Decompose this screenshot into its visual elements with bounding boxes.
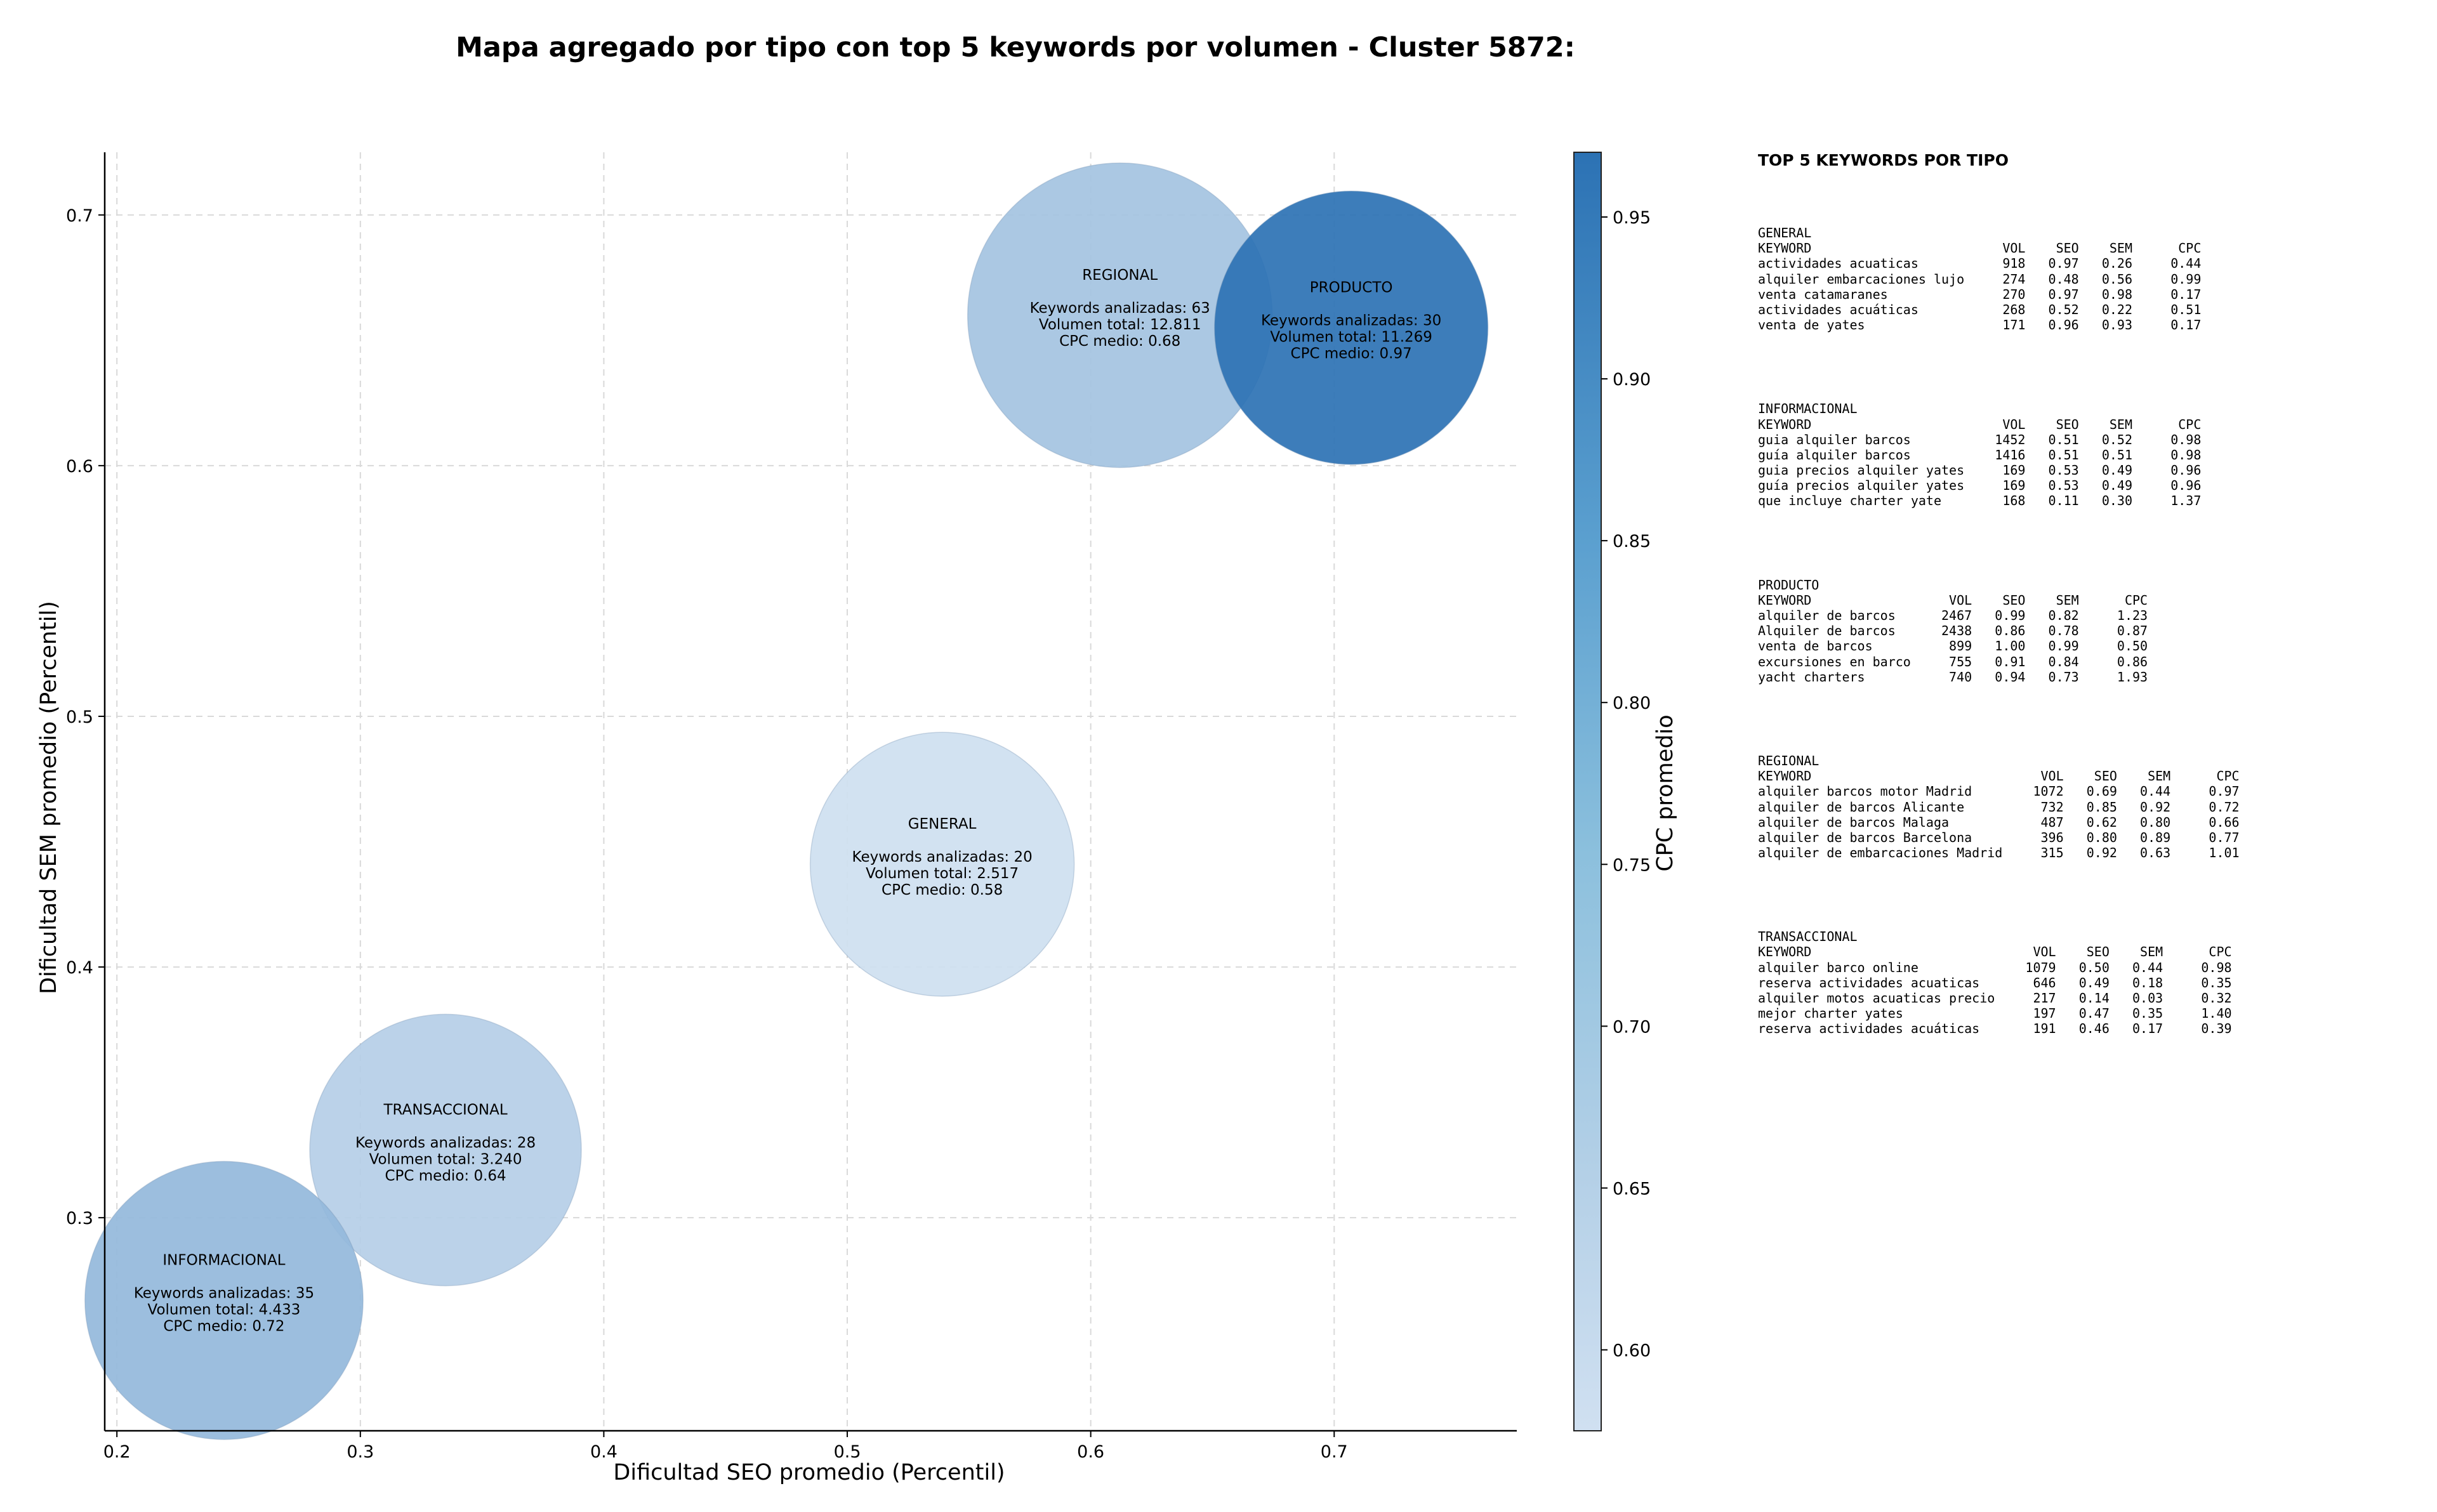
- keyword-block-type: INFORMACIONAL: [1758, 401, 1858, 417]
- keyword-row: actividades acuáticas 268 0.52 0.22 0.51: [1758, 301, 2202, 317]
- colorbar-tick-label: 0.90: [1613, 370, 1651, 390]
- bubble-producto: [1213, 190, 1489, 465]
- bubble-stat-transaccional: Keywords analizadas: 28: [355, 1134, 536, 1151]
- colorbar-tick-label: 0.95: [1613, 208, 1651, 228]
- keyword-row: guía alquiler barcos 1416 0.51 0.51 0.98: [1758, 447, 2202, 463]
- x-tick-label: 0.5: [834, 1442, 861, 1462]
- y-tick-label: 0.7: [66, 206, 93, 226]
- bubble-stat-regional: Keywords analizadas: 63: [1030, 300, 1210, 317]
- colorbar-tick-label: 0.70: [1613, 1017, 1651, 1037]
- keyword-block-type: GENERAL: [1758, 225, 1812, 240]
- keyword-block-type: TRANSACCIONAL: [1758, 929, 1858, 945]
- keyword-row: guia precios alquiler yates 169 0.53 0.4…: [1758, 463, 2202, 478]
- bubble-stat-general: CPC medio: 0.58: [882, 882, 1003, 898]
- colorbar-ticks: 0.60 0.65 0.70 0.75 0.80 0.85 0.90 0.95: [1601, 208, 1651, 1360]
- top5-heading: TOP 5 KEYWORDS POR TIPO: [1758, 151, 2009, 169]
- colorbar-tick-label: 0.85: [1613, 532, 1651, 551]
- bubble-title-regional: REGIONAL: [1082, 267, 1158, 284]
- keyword-row: alquiler de barcos Alicante 732 0.85 0.9…: [1758, 799, 2240, 815]
- keyword-row: venta de yates 171 0.96 0.93 0.17: [1758, 317, 2202, 333]
- y-axis-label: Dificultad SEM promedio (Percentil): [36, 601, 62, 994]
- keyword-row: que incluye charter yate 168 0.11 0.30 1…: [1758, 493, 2202, 509]
- x-tick-label: 0.3: [347, 1442, 374, 1462]
- keyword-row: excursiones en barco 755 0.91 0.84 0.86: [1758, 654, 2148, 669]
- bubble-stat-general: Keywords analizadas: 20: [852, 849, 1033, 865]
- y-tick-label: 0.5: [66, 707, 93, 727]
- bubble-title-transaccional: TRANSACCIONAL: [383, 1101, 507, 1118]
- bubble-title-informacional: INFORMACIONAL: [162, 1252, 285, 1269]
- y-ticks: 0.3 0.4 0.5 0.6 0.7: [66, 206, 105, 1228]
- x-tick-label: 0.4: [590, 1442, 618, 1462]
- x-axis-label: Dificultad SEO promedio (Percentil): [613, 1460, 1005, 1485]
- keyword-block: PRODUCTO KEYWORD VOL SEO SEM CPC alquiler …: [1758, 577, 2418, 685]
- bubble-stat-transaccional: CPC medio: 0.64: [385, 1167, 506, 1184]
- chart-title: Mapa agregado por tipo con top 5 keyword…: [456, 32, 1575, 63]
- keyword-row: actividades acuaticas 918 0.97 0.26 0.44: [1758, 256, 2202, 272]
- keyword-block: REGIONAL KEYWORD VOL SEO SEM CPC alquiler …: [1758, 753, 2418, 860]
- keyword-row: alquiler barcos motor Madrid 1072 0.69 0…: [1758, 784, 2240, 799]
- keyword-row: alquiler de barcos Malaga 487 0.62 0.80 …: [1758, 814, 2240, 830]
- colorbar-gradient: [1573, 152, 1602, 1431]
- y-tick-label: 0.6: [66, 457, 93, 477]
- bubbles: [84, 162, 1489, 1440]
- keyword-row: venta de barcos 899 1.00 0.99 0.50: [1758, 638, 2148, 654]
- x-ticks: 0.2 0.3 0.4 0.5 0.6 0.7: [103, 1431, 1348, 1462]
- bubble-title-general: GENERAL: [908, 816, 977, 832]
- x-tick-label: 0.6: [1077, 1442, 1104, 1462]
- bubble-stat-informacional: Volumen total: 4.433: [148, 1302, 301, 1318]
- top5-keywords-panel: TOP 5 KEYWORDS POR TIPO GENERAL KEYWORD V…: [1758, 151, 2418, 1105]
- bubble-informacional: [84, 1160, 364, 1440]
- colorbar: 0.60 0.65 0.70 0.75 0.80 0.85 0.90 0.95 CPC pro…: [1573, 152, 1678, 1431]
- keyword-block-header: KEYWORD VOL SEO SEM CPC: [1758, 768, 2240, 784]
- keyword-row: alquiler barco online 1079 0.50 0.44 0.9…: [1758, 959, 2232, 975]
- keyword-block: TRANSACCIONAL KEYWORD VOL SEO SEM CPC alqu…: [1758, 929, 2418, 1036]
- colorbar-label: CPC promedio: [1653, 714, 1678, 871]
- keyword-row: alquiler embarcaciones lujo 274 0.48 0.5…: [1758, 271, 2202, 287]
- bubble-title-producto: PRODUCTO: [1310, 280, 1393, 296]
- colorbar-tick-label: 0.75: [1613, 855, 1651, 875]
- bubble-stat-producto: Keywords analizadas: 30: [1261, 313, 1441, 329]
- keyword-row: reserva actividades acuaticas 646 0.49 0…: [1758, 975, 2232, 990]
- keyword-row: guía precios alquiler yates 169 0.53 0.4…: [1758, 478, 2202, 494]
- bubble-general: [809, 732, 1075, 997]
- colorbar-tick-label: 0.60: [1613, 1341, 1651, 1360]
- keyword-block: GENERAL KEYWORD VOL SEO SEM CPC actividade…: [1758, 225, 2418, 332]
- bubble-stat-producto: Volumen total: 11.269: [1270, 329, 1432, 346]
- keyword-row: alquiler de barcos 2467 0.99 0.82 1.23: [1758, 608, 2148, 623]
- bubble-stat-transaccional: Volumen total: 3.240: [369, 1151, 522, 1167]
- keyword-row: yacht charters 740 0.94 0.73 1.93: [1758, 669, 2148, 685]
- y-tick-label: 0.4: [66, 958, 93, 978]
- bubble-transaccional: [309, 1013, 582, 1287]
- keyword-block-header: KEYWORD VOL SEO SEM CPC: [1758, 944, 2232, 960]
- keyword-block-header: KEYWORD VOL SEO SEM CPC: [1758, 240, 2202, 256]
- x-tick-label: 0.7: [1321, 1442, 1348, 1462]
- keyword-block-type: PRODUCTO: [1758, 577, 1819, 593]
- keyword-block-type: REGIONAL: [1758, 753, 1819, 768]
- y-tick-label: 0.3: [66, 1209, 93, 1228]
- colorbar-tick-label: 0.80: [1613, 694, 1651, 713]
- keyword-row: Alquiler de barcos 2438 0.86 0.78 0.87: [1758, 623, 2148, 639]
- bubble-stat-informacional: CPC medio: 0.72: [163, 1318, 284, 1335]
- bubble-stat-regional: Volumen total: 12.811: [1039, 317, 1201, 333]
- keyword-block-header: KEYWORD VOL SEO SEM CPC: [1758, 592, 2148, 608]
- bubble-stat-general: Volumen total: 2.517: [866, 865, 1019, 882]
- colorbar-tick-label: 0.65: [1613, 1179, 1651, 1199]
- keyword-row: guia alquiler barcos 1452 0.51 0.52 0.98: [1758, 431, 2202, 447]
- bubble-stat-informacional: Keywords analizadas: 35: [134, 1285, 314, 1302]
- keyword-row: alquiler de embarcaciones Madrid 315 0.9…: [1758, 845, 2240, 861]
- keyword-row: venta catamaranes 270 0.97 0.98 0.17: [1758, 286, 2202, 302]
- keyword-row: alquiler de barcos Barcelona 396 0.80 0.…: [1758, 829, 2240, 845]
- keyword-block-header: KEYWORD VOL SEO SEM CPC: [1758, 416, 2202, 432]
- bubble-stat-producto: CPC medio: 0.97: [1291, 346, 1412, 362]
- keyword-row: mejor charter yates 197 0.47 0.35 1.40: [1758, 1006, 2232, 1022]
- bubble-stat-regional: CPC medio: 0.68: [1059, 333, 1180, 350]
- x-tick-label: 0.2: [103, 1442, 131, 1462]
- keyword-block: INFORMACIONAL KEYWORD VOL SEO SEM CPC guia…: [1758, 401, 2418, 508]
- top5-blocks: GENERAL KEYWORD VOL SEO SEM CPC actividade…: [1758, 225, 2418, 1037]
- keyword-row: reserva actividades acuáticas 191 0.46 0…: [1758, 1021, 2232, 1037]
- keyword-row: alquiler motos acuaticas precio 217 0.14…: [1758, 990, 2232, 1006]
